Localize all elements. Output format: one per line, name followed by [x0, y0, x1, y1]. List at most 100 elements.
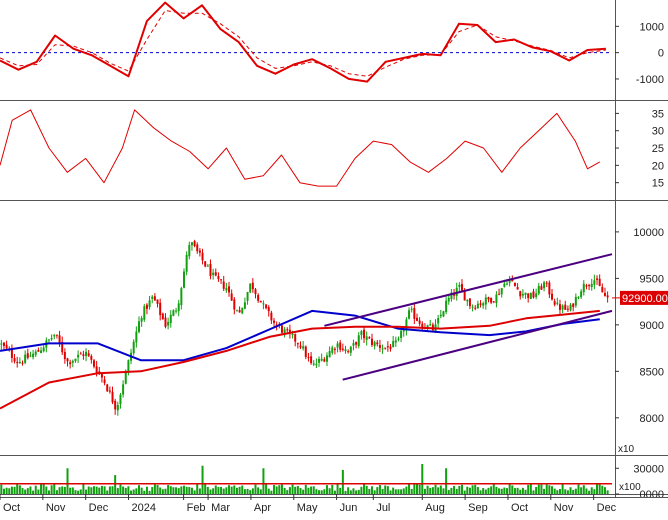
candle-body — [368, 337, 371, 339]
volume-bar — [145, 486, 148, 494]
volume-bar — [273, 485, 276, 494]
volume-bar — [79, 489, 82, 494]
volume-bar — [119, 484, 122, 494]
candle-body — [370, 338, 373, 345]
candle-body — [116, 404, 119, 411]
candle-body — [415, 317, 418, 321]
candle-body — [524, 292, 527, 295]
macd-axis-tick-label: 1000 — [640, 21, 664, 33]
volume-bar — [137, 485, 140, 494]
candle-body — [177, 303, 180, 312]
last-price-label: 92900.00 — [622, 293, 668, 305]
volume-bar — [545, 484, 548, 494]
candle-body — [413, 308, 416, 319]
macd-panel: 1000 0 -1000 — [0, 1, 664, 86]
volume-bar — [16, 484, 19, 494]
candle-body — [503, 283, 506, 287]
volume-bar — [193, 490, 196, 494]
volume-bar — [212, 488, 215, 494]
candle-body — [151, 296, 154, 299]
candle-body — [24, 354, 27, 363]
volume-bar — [498, 488, 501, 494]
volume-bar — [32, 490, 35, 494]
volume-bar — [389, 490, 392, 494]
candle-body — [249, 283, 252, 293]
volume-bar — [42, 484, 45, 494]
candle-body — [122, 384, 125, 395]
volume-bar — [37, 489, 40, 494]
candle-body — [381, 348, 384, 350]
volume-bar — [476, 487, 479, 494]
candle-body — [336, 343, 339, 348]
volume-bar — [373, 490, 376, 494]
volume-bar — [159, 487, 162, 494]
volume-bar — [85, 489, 88, 494]
volume-bar — [183, 485, 186, 494]
candle-body — [529, 292, 532, 299]
candle-body — [357, 335, 360, 347]
volume-bar — [381, 488, 384, 494]
candle-body — [445, 300, 448, 313]
volume-bar — [513, 488, 516, 494]
candle-body — [2, 342, 5, 346]
volume-bar — [561, 484, 564, 494]
volume-bar — [196, 484, 199, 494]
candle-body — [426, 325, 429, 327]
volume-bar — [10, 486, 13, 494]
volume-bar — [92, 486, 95, 494]
candle-body — [212, 272, 215, 275]
candle-body — [429, 324, 432, 326]
volume-bar — [169, 486, 172, 494]
candle-body — [418, 320, 421, 324]
candle-body — [283, 329, 286, 333]
volume-bar — [18, 485, 21, 494]
candle-body — [304, 346, 307, 357]
candle-body — [466, 299, 469, 302]
volume-bar — [519, 489, 522, 494]
volume-bar — [108, 486, 111, 494]
volume-bar — [506, 488, 509, 494]
volume-bar — [280, 484, 283, 494]
candle-body — [410, 308, 413, 310]
rsi-axis-tick-label: 35 — [652, 108, 664, 120]
candle-body — [318, 358, 321, 363]
candle-body — [58, 335, 61, 344]
price-axis-tick-label: 10000 — [633, 227, 664, 239]
candle-body — [442, 311, 445, 317]
volume-bar — [53, 484, 56, 494]
candle-body — [331, 347, 334, 353]
volume-bar — [572, 489, 575, 494]
candle-body — [220, 279, 223, 281]
volume-bar — [551, 486, 554, 494]
volume-bar — [132, 489, 135, 494]
volume-bar — [471, 485, 474, 494]
volume-bar — [201, 465, 204, 494]
candle-body — [347, 351, 350, 353]
candle-body — [341, 348, 344, 350]
volume-bar — [577, 484, 580, 494]
volume-bar — [291, 484, 294, 494]
volume-bar — [98, 487, 101, 494]
volume-bar — [206, 486, 209, 494]
moving-average-blue — [0, 309, 600, 362]
candle-body — [463, 290, 466, 301]
volume-bar — [360, 486, 363, 494]
volume-bar — [426, 485, 429, 494]
volume-bar — [262, 468, 265, 494]
candle-body — [363, 329, 366, 339]
volume-bar — [140, 487, 143, 494]
candle-body — [551, 293, 554, 300]
candle-body — [190, 242, 193, 246]
volume-bar — [603, 487, 606, 494]
candle-body — [204, 261, 207, 267]
candle-body — [400, 330, 403, 338]
candle-body — [405, 319, 408, 331]
x-axis-tick-label: Apr — [254, 502, 271, 514]
candle-body — [291, 334, 294, 336]
candle-body — [47, 339, 50, 341]
candle-body — [106, 384, 109, 392]
volume-bar — [527, 484, 530, 494]
candle-body — [222, 281, 225, 289]
volume-bar — [341, 470, 344, 494]
volume-bar — [130, 490, 133, 494]
